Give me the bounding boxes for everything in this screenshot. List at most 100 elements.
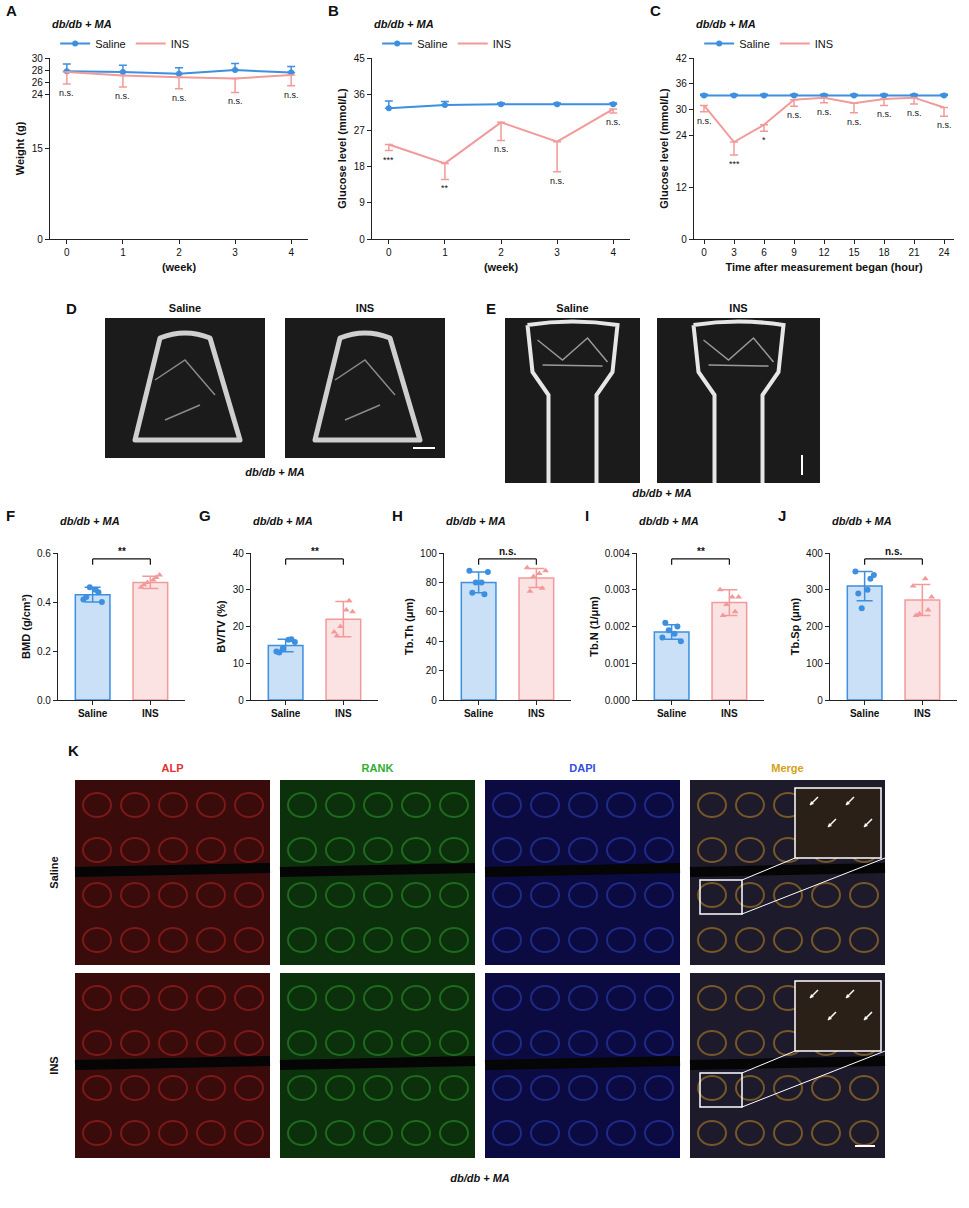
svg-text:DAPI: DAPI — [569, 762, 595, 774]
svg-text:21: 21 — [908, 247, 920, 258]
svg-text:10: 10 — [233, 658, 245, 669]
svg-text:1: 1 — [120, 247, 126, 258]
svg-text:Tb.Sp (μm): Tb.Sp (μm) — [789, 597, 801, 655]
svg-text:300: 300 — [806, 584, 823, 595]
svg-text:20: 20 — [233, 621, 245, 632]
svg-text:1: 1 — [442, 247, 448, 258]
svg-text:db/db + MA: db/db + MA — [245, 466, 305, 478]
svg-text:15: 15 — [32, 143, 44, 154]
svg-text:0.000: 0.000 — [605, 695, 630, 706]
svg-text:Tb.Th (μm): Tb.Th (μm) — [403, 598, 415, 655]
svg-text:0: 0 — [37, 234, 43, 245]
svg-text:Merge: Merge — [771, 762, 803, 774]
svg-text:28: 28 — [32, 65, 44, 76]
svg-text:INS: INS — [356, 302, 374, 314]
svg-text:n.s.: n.s. — [284, 90, 299, 100]
svg-text:n.s.: n.s. — [59, 88, 74, 98]
svg-text:Saline: Saline — [464, 708, 494, 719]
svg-text:0: 0 — [817, 695, 823, 706]
svg-text:0.001: 0.001 — [605, 658, 630, 669]
svg-text:**: ** — [311, 546, 319, 557]
svg-text:RANK: RANK — [362, 762, 394, 774]
svg-text:n.s.: n.s. — [550, 176, 565, 186]
svg-text:INS: INS — [729, 302, 747, 314]
svg-text:INS: INS — [335, 708, 352, 719]
svg-text:0: 0 — [359, 234, 365, 245]
svg-text:n.s.: n.s. — [885, 546, 902, 557]
svg-text:80: 80 — [426, 577, 438, 588]
svg-text:n.s.: n.s. — [907, 108, 922, 118]
svg-text:200: 200 — [806, 621, 823, 632]
svg-text:100: 100 — [420, 548, 437, 559]
svg-text:30: 30 — [676, 104, 688, 115]
svg-text:0.003: 0.003 — [605, 584, 630, 595]
svg-text:BV/TV (%): BV/TV (%) — [215, 600, 227, 653]
svg-text:4: 4 — [288, 247, 294, 258]
svg-text:0.002: 0.002 — [605, 621, 630, 632]
svg-text:n.s.: n.s. — [115, 91, 130, 101]
svg-text:18: 18 — [354, 161, 366, 172]
svg-text:n.s.: n.s. — [499, 546, 516, 557]
svg-text:0: 0 — [431, 695, 437, 706]
svg-text:0: 0 — [238, 695, 244, 706]
svg-text:40: 40 — [233, 548, 245, 559]
svg-text:n.s.: n.s. — [937, 120, 952, 130]
svg-text:INS: INS — [171, 38, 189, 50]
svg-text:INS: INS — [914, 708, 931, 719]
svg-text:4: 4 — [610, 247, 616, 258]
svg-text:24: 24 — [32, 89, 44, 100]
svg-text:Saline: Saline — [739, 38, 770, 50]
svg-text:**: ** — [118, 546, 126, 557]
svg-text:Saline: Saline — [78, 708, 108, 719]
svg-text:18: 18 — [878, 247, 890, 258]
svg-text:Saline: Saline — [657, 708, 687, 719]
svg-text:Weight (g): Weight (g) — [14, 121, 26, 175]
svg-text:db/db + MA: db/db + MA — [60, 515, 120, 527]
svg-text:n.s.: n.s. — [228, 96, 243, 106]
svg-text:36: 36 — [676, 78, 688, 89]
svg-text:Saline: Saline — [271, 708, 301, 719]
svg-text:n.s.: n.s. — [172, 93, 187, 103]
svg-text:Tb.N (1/μm): Tb.N (1/μm) — [588, 596, 600, 657]
svg-text:Saline: Saline — [556, 302, 588, 314]
svg-text:INS: INS — [721, 708, 738, 719]
svg-text:Time after measurement began (: Time after measurement began (hour) — [725, 261, 923, 273]
svg-text:Saline: Saline — [48, 856, 60, 888]
svg-text:n.s.: n.s. — [606, 117, 621, 127]
svg-text:9: 9 — [791, 247, 797, 258]
svg-text:INS: INS — [815, 38, 833, 50]
svg-text:12: 12 — [676, 182, 688, 193]
svg-text:15: 15 — [848, 247, 860, 258]
svg-text:INS: INS — [142, 708, 159, 719]
svg-text:Saline: Saline — [169, 302, 201, 314]
svg-text:db/db + MA: db/db + MA — [374, 18, 434, 30]
svg-text:0.6: 0.6 — [37, 548, 51, 559]
svg-text:0.004: 0.004 — [605, 548, 630, 559]
svg-text:12: 12 — [818, 247, 830, 258]
svg-text:42: 42 — [676, 53, 688, 64]
svg-text:45: 45 — [354, 53, 366, 64]
svg-text:0: 0 — [386, 247, 392, 258]
svg-text:Saline: Saline — [850, 708, 880, 719]
svg-text:*: * — [762, 135, 766, 145]
svg-text:BMD (g/cm³): BMD (g/cm³) — [20, 594, 32, 659]
svg-text:40: 40 — [426, 636, 438, 647]
svg-text:db/db + MA: db/db + MA — [632, 487, 692, 499]
svg-text:100: 100 — [806, 658, 823, 669]
svg-text:0: 0 — [701, 247, 707, 258]
svg-text:db/db + MA: db/db + MA — [52, 18, 112, 30]
svg-text:3: 3 — [232, 247, 238, 258]
svg-text:36: 36 — [354, 89, 366, 100]
svg-text:n.s.: n.s. — [787, 110, 802, 120]
svg-text:60: 60 — [426, 606, 438, 617]
svg-text:24: 24 — [938, 247, 950, 258]
svg-text:**: ** — [441, 183, 449, 193]
svg-text:db/db + MA: db/db + MA — [696, 18, 756, 30]
svg-text:(week): (week) — [484, 261, 519, 273]
svg-text:27: 27 — [354, 125, 366, 136]
svg-text:26: 26 — [32, 77, 44, 88]
svg-text:Glucose level (mmol/L): Glucose level (mmol/L) — [658, 88, 670, 209]
svg-text:db/db + MA: db/db + MA — [639, 515, 699, 527]
svg-text:INS: INS — [528, 708, 545, 719]
svg-text:30: 30 — [32, 53, 44, 64]
